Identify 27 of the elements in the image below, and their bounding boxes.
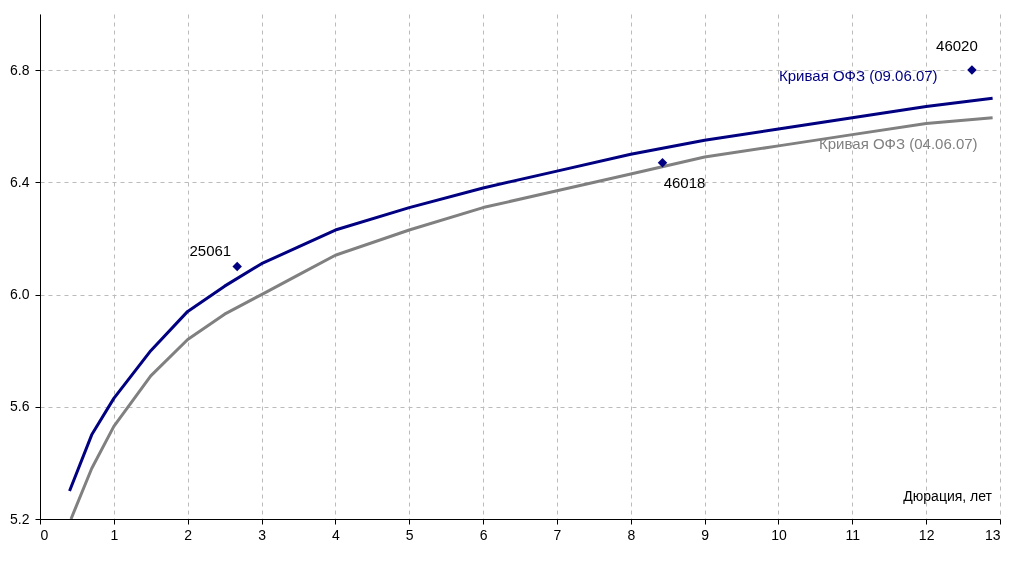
x-tick-label: 1 (110, 526, 119, 543)
x-tick-label: 5 (405, 526, 414, 543)
x-tick-label: 10 (771, 526, 787, 543)
x-tick-label: 8 (627, 526, 636, 543)
y-tick-label: 5.2 (10, 510, 30, 527)
series-label: Кривая ОФЗ (04.06.07) (819, 134, 978, 152)
y-tick-label: 6.4 (10, 173, 30, 190)
x-tick-label: 4 (331, 526, 340, 543)
x-tick-label: 9 (701, 526, 710, 543)
annotation: 46018 (663, 173, 706, 191)
series-label: Кривая ОФЗ (09.06.07) (779, 67, 938, 85)
y-tick-label: 6.0 (10, 286, 30, 303)
point (657, 157, 668, 168)
x-tick-label: 2 (184, 526, 193, 543)
x-tick-label: 13 (984, 526, 1001, 543)
x-tick-label: 3 (258, 526, 267, 543)
y-tick-label: 5.6 (10, 398, 30, 415)
x-tick-label: 7 (553, 526, 562, 543)
annotation: 46020 (936, 37, 978, 55)
annotation: 25061 (189, 241, 232, 259)
x-tick-label: 0 (40, 526, 49, 543)
x-axis-title: Дюрация, лет (903, 488, 993, 504)
y-tick-label: 6.8 (10, 61, 30, 78)
x-tick-label: 12 (918, 526, 935, 543)
x-tick-label: 6 (479, 526, 488, 543)
point (232, 261, 242, 272)
x-tick-label: 11 (845, 526, 861, 543)
